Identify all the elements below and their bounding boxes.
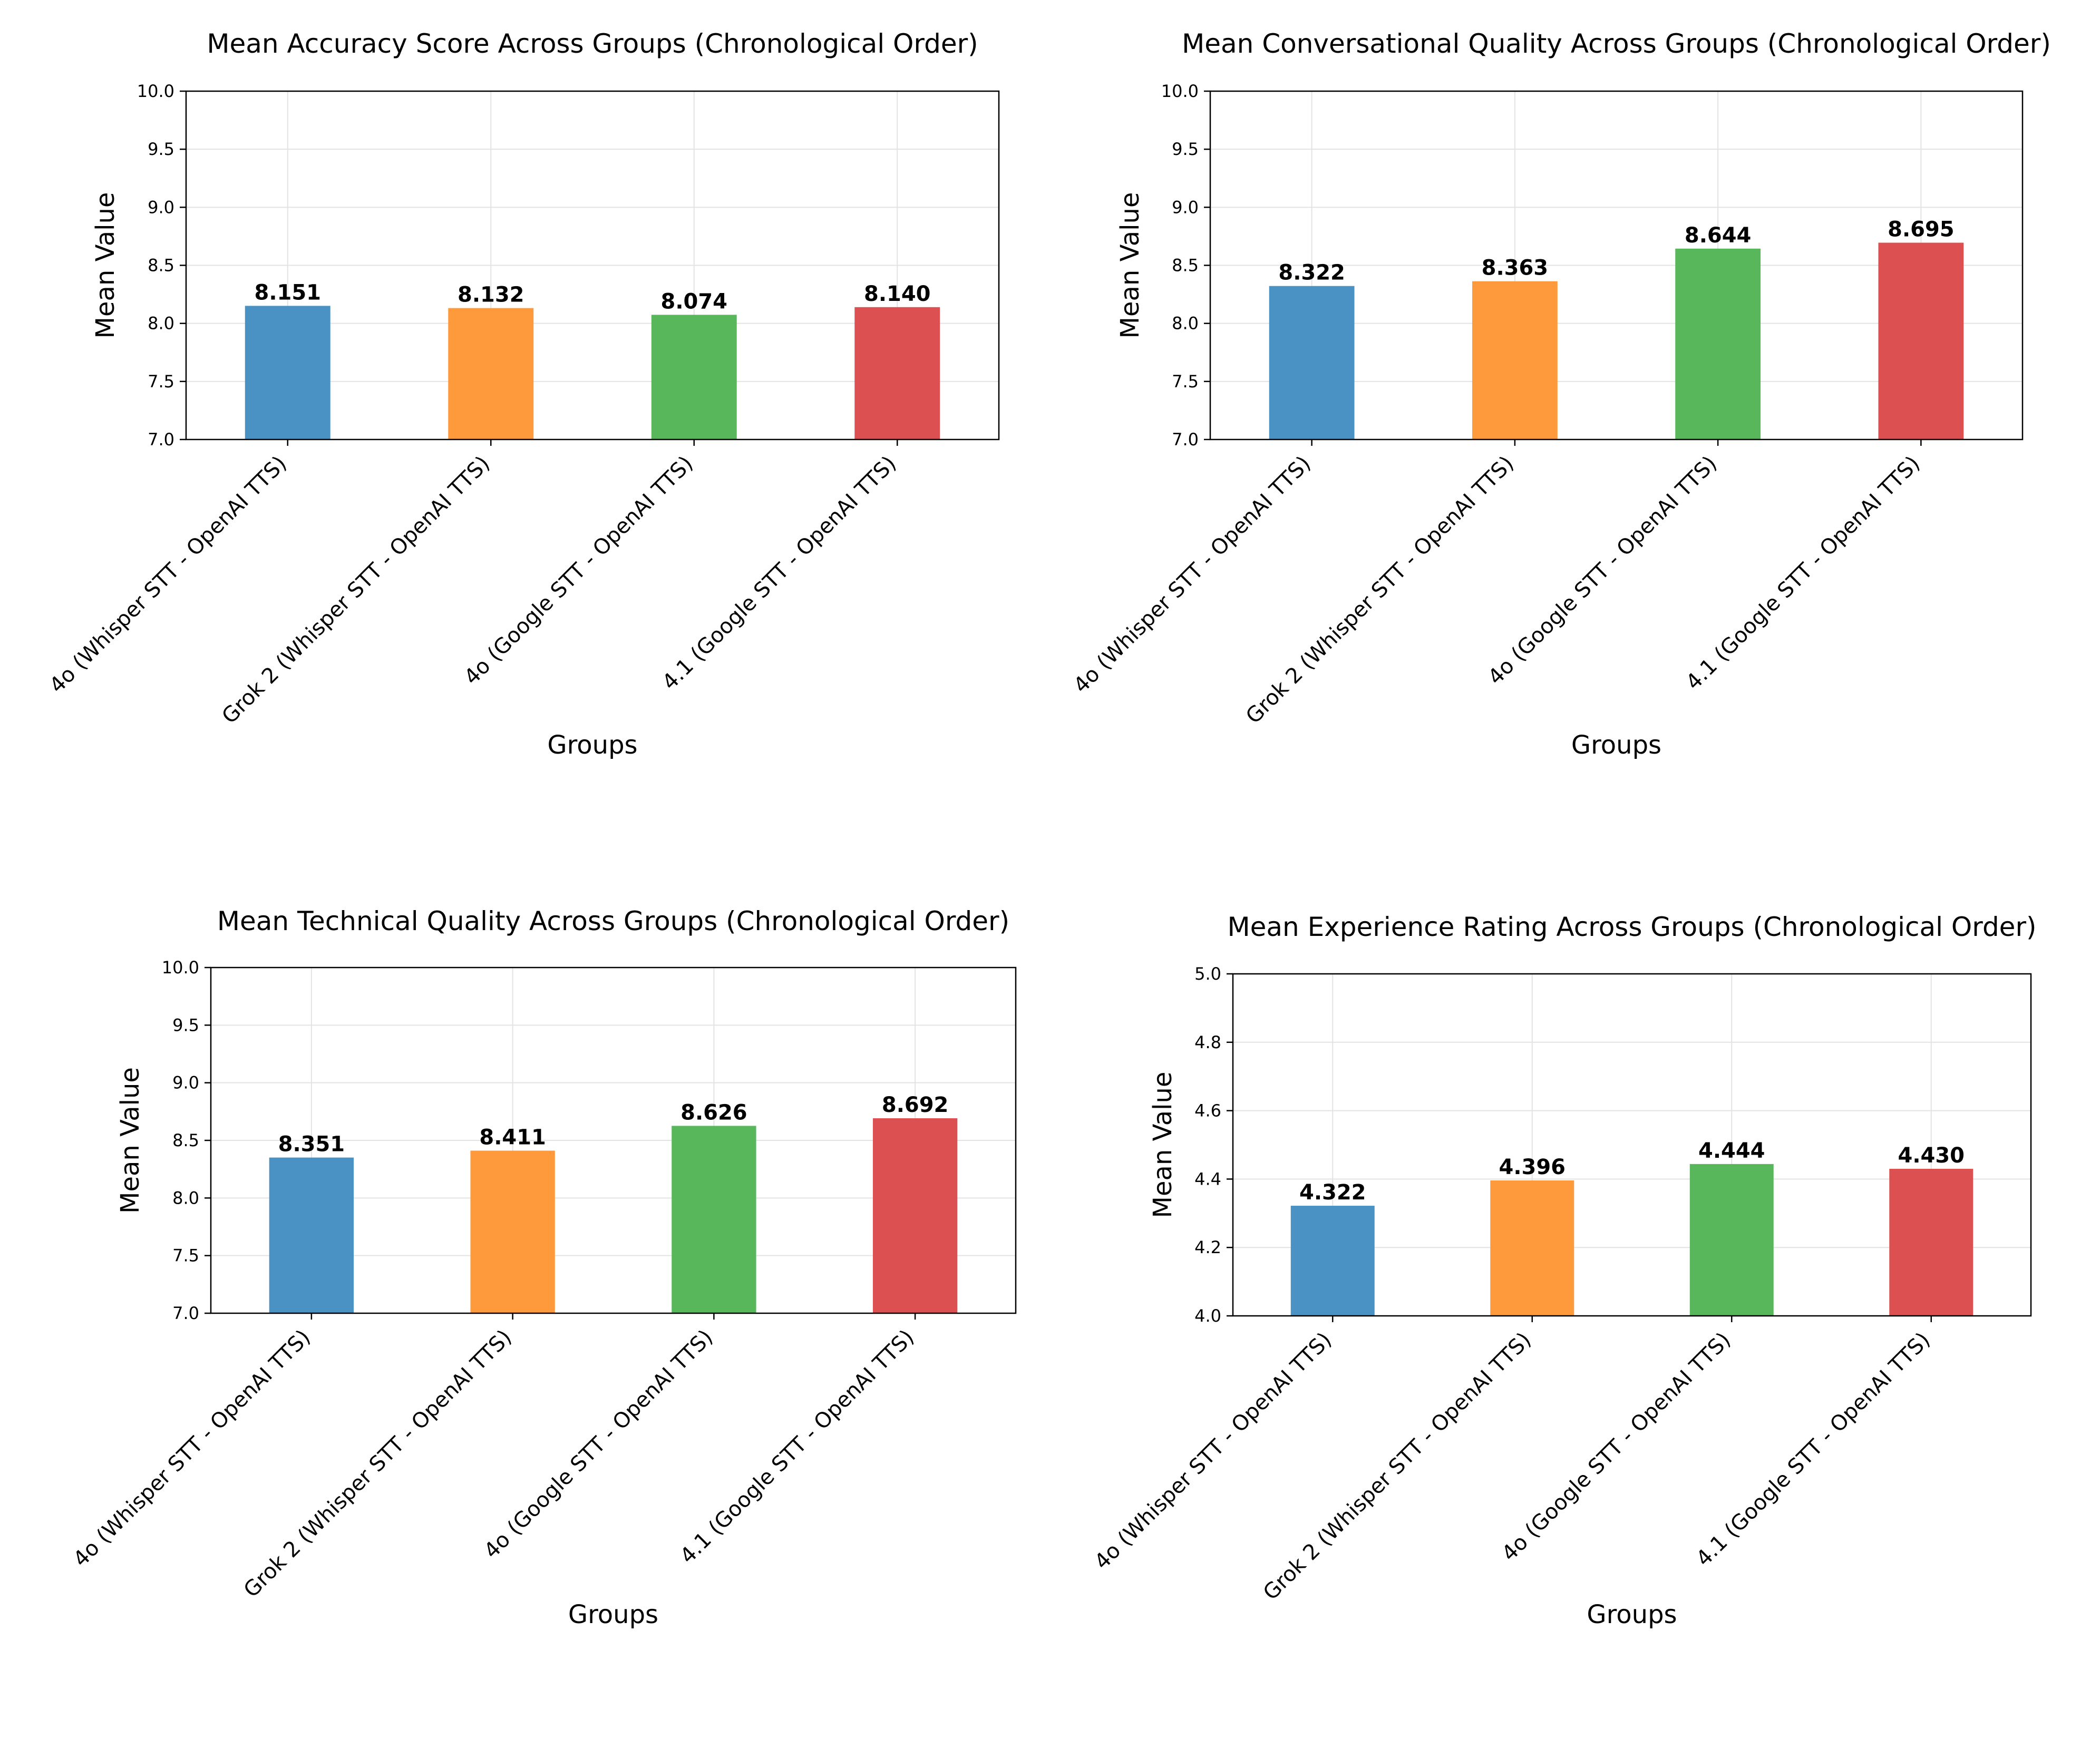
x-tick-label: 4.1 (Google STT - OpenAI TTS) [675, 1325, 919, 1569]
y-tick-label: 9.5 [172, 1015, 199, 1035]
bar [1878, 242, 1964, 440]
data-label: 8.132 [458, 283, 524, 307]
data-label: 8.074 [660, 289, 727, 314]
x-axis-label: Groups [1587, 1600, 1677, 1629]
x-tick-label: 4.1 (Google STT - OpenAI TTS) [658, 452, 901, 695]
y-tick-label: 10.0 [1161, 81, 1199, 101]
y-tick-label: 10.0 [137, 81, 174, 101]
chart-panel-3: Mean Technical Quality Across Groups (Ch… [69, 906, 1017, 1629]
bar [1472, 281, 1558, 440]
y-tick-label: 8.0 [172, 1188, 199, 1208]
x-axis-label: Groups [568, 1600, 658, 1629]
y-tick-label: 8.0 [148, 314, 174, 334]
y-tick-label: 9.0 [172, 1073, 199, 1093]
y-tick-label: 7.0 [1172, 429, 1199, 450]
data-label: 8.322 [1278, 261, 1345, 285]
data-label: 8.644 [1685, 223, 1752, 248]
y-tick-label: 4.0 [1194, 1306, 1221, 1326]
bar [470, 1150, 555, 1313]
x-tick-label: 4o (Google STT - OpenAI TTS) [1497, 1328, 1735, 1566]
bar [1889, 1168, 1973, 1316]
data-label: 8.411 [479, 1125, 546, 1149]
y-tick-label: 8.5 [172, 1130, 199, 1150]
x-axis-label: Groups [1571, 730, 1661, 760]
x-tick-label: 4o (Whisper STT - OpenAI TTS) [69, 1325, 315, 1572]
data-label: 8.351 [278, 1132, 345, 1157]
bar [1490, 1180, 1574, 1316]
data-label: 8.140 [864, 282, 931, 306]
data-label: 8.695 [1888, 218, 1955, 242]
x-tick-label: 4.1 (Google STT - OpenAI TTS) [1681, 452, 1925, 695]
bar [672, 1126, 756, 1313]
x-tick-label: 4o (Google STT - OpenAI TTS) [1483, 452, 1722, 690]
y-tick-label: 7.5 [148, 372, 174, 392]
y-tick-label: 9.0 [1172, 197, 1199, 217]
chart-panel-4: Mean Experience Rating Across Groups (Ch… [1090, 912, 2037, 1629]
bar [651, 315, 737, 440]
bar [1290, 1206, 1375, 1316]
bar [448, 308, 534, 440]
y-axis-label: Mean Value [1115, 192, 1145, 339]
x-tick-label: 4o (Google STT - OpenAI TTS) [479, 1325, 717, 1564]
x-tick-label: 4o (Whisper STT - OpenAI TTS) [45, 452, 291, 698]
bar [245, 306, 330, 440]
plot-frame [1232, 973, 2032, 1317]
data-label: 8.151 [254, 280, 321, 305]
y-tick-label: 9.5 [148, 139, 174, 159]
y-tick-label: 4.6 [1194, 1101, 1221, 1121]
y-tick-label: 9.5 [1172, 139, 1199, 159]
bar [854, 307, 940, 440]
chart-panel-1: Mean Accuracy Score Across Groups (Chron… [45, 28, 1000, 760]
y-tick-label: 4.8 [1194, 1032, 1221, 1052]
bar [1689, 1164, 1774, 1316]
bar [269, 1157, 354, 1313]
data-label: 4.430 [1898, 1144, 1965, 1168]
y-tick-label: 9.0 [148, 197, 174, 217]
bar [872, 1118, 958, 1313]
y-tick-label: 7.5 [1172, 372, 1199, 392]
y-tick-label: 7.0 [172, 1303, 199, 1323]
y-tick-label: 4.4 [1194, 1169, 1221, 1189]
chart-title: Mean Experience Rating Across Groups (Ch… [1227, 912, 2036, 942]
data-label: 4.444 [1698, 1139, 1765, 1163]
y-axis-label: Mean Value [115, 1067, 145, 1214]
chart-title: Mean Conversational Quality Across Group… [1182, 28, 2051, 59]
data-label: 8.692 [882, 1093, 949, 1117]
y-tick-label: 7.5 [172, 1246, 199, 1266]
y-tick-label: 4.2 [1194, 1237, 1221, 1257]
y-axis-label: Mean Value [1148, 1072, 1178, 1218]
bar [1675, 248, 1761, 440]
y-tick-label: 8.5 [1172, 256, 1199, 276]
y-axis-label: Mean Value [91, 192, 120, 339]
y-tick-label: 8.0 [1172, 314, 1199, 334]
x-tick-label: 4o (Whisper STT - OpenAI TTS) [1069, 452, 1316, 698]
x-tick-label: 4.1 (Google STT - OpenAI TTS) [1691, 1328, 1935, 1571]
data-label: 8.363 [1482, 256, 1549, 280]
x-axis-label: Groups [547, 730, 637, 760]
chart-title: Mean Technical Quality Across Groups (Ch… [217, 906, 1009, 936]
data-label: 4.322 [1299, 1180, 1366, 1205]
chart-panel-2: Mean Conversational Quality Across Group… [1069, 28, 2051, 760]
x-tick-label: 4o (Whisper STT - OpenAI TTS) [1090, 1328, 1337, 1575]
data-label: 8.626 [680, 1100, 747, 1125]
chart-title: Mean Accuracy Score Across Groups (Chron… [207, 28, 978, 59]
y-tick-label: 7.0 [148, 429, 174, 450]
y-tick-label: 8.5 [148, 256, 174, 276]
y-tick-label: 5.0 [1194, 964, 1221, 984]
y-tick-label: 10.0 [162, 958, 199, 978]
bar [1269, 286, 1355, 440]
data-label: 4.396 [1499, 1155, 1566, 1179]
x-tick-label: 4o (Google STT - OpenAI TTS) [460, 452, 698, 690]
